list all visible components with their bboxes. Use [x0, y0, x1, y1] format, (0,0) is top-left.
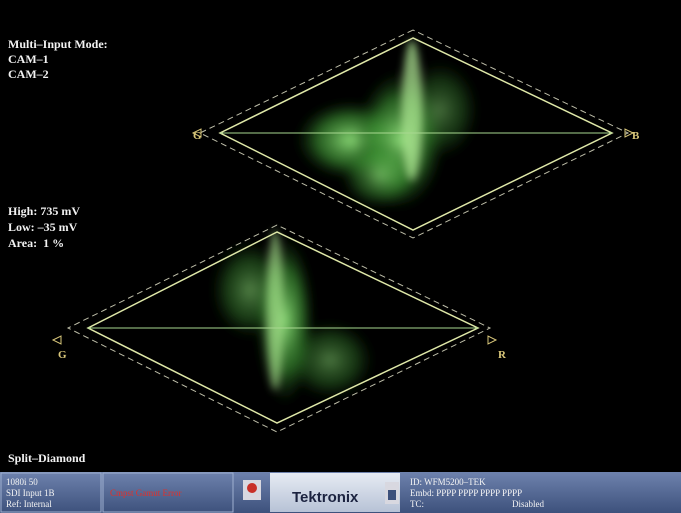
- status-bar: 1080i 50 SDI Input 1B Ref: Internal Cmps…: [0, 472, 681, 513]
- input: SDI Input 1B: [6, 488, 55, 498]
- limit-text: Low: –35 mV: [8, 220, 78, 234]
- limit-text: High: 735 mV: [8, 204, 80, 218]
- axis-label: G: [193, 130, 202, 142]
- embedded-audio: Embd: PPPP PPPP PPPP PPPP: [410, 488, 522, 498]
- bottom-diamond: G R: [51, 224, 507, 433]
- error-text: Cmpst Gamut Error: [110, 488, 182, 498]
- axis-label: B: [632, 130, 640, 142]
- axis-label: R: [498, 349, 507, 361]
- device-id: ID: WFM5200–TEK: [410, 477, 486, 487]
- input-name: CAM–2: [8, 67, 49, 81]
- top-diamond: G B: [191, 29, 640, 239]
- timecode-value: Disabled: [512, 499, 544, 509]
- mode-title: Multi–Input Mode:: [8, 37, 108, 51]
- brand: Tektronix: [292, 489, 359, 506]
- limit-text: Area: 1 %: [8, 236, 64, 250]
- reference: Ref: Internal: [6, 499, 52, 509]
- input-name: CAM–1: [8, 52, 49, 66]
- axis-label: G: [58, 349, 67, 361]
- format: 1080i 50: [6, 477, 38, 487]
- timecode-label: TC:: [410, 499, 424, 509]
- display-name: Split–Diamond: [8, 451, 86, 465]
- screen: [0, 0, 681, 472]
